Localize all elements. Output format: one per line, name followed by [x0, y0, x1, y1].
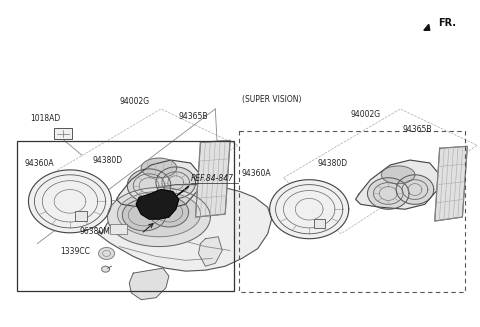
Text: 94380D: 94380D — [317, 159, 347, 168]
Text: 1018AD: 1018AD — [30, 114, 60, 123]
Text: 94360A: 94360A — [242, 169, 272, 178]
Polygon shape — [108, 188, 210, 247]
Text: REF.84-847: REF.84-847 — [191, 174, 234, 183]
Polygon shape — [156, 167, 195, 198]
Bar — [239, 131, 465, 292]
Polygon shape — [195, 140, 230, 217]
Text: 94002G: 94002G — [351, 110, 381, 119]
Polygon shape — [122, 199, 166, 231]
Polygon shape — [396, 175, 434, 204]
Polygon shape — [270, 180, 349, 239]
Polygon shape — [28, 170, 111, 233]
Text: FR.: FR. — [438, 18, 456, 27]
Text: (SUPER VISION): (SUPER VISION) — [242, 95, 301, 104]
Bar — [54, 128, 72, 139]
Text: 94360A: 94360A — [24, 159, 54, 168]
Bar — [17, 141, 234, 291]
Polygon shape — [97, 185, 272, 271]
Text: 94365B: 94365B — [402, 125, 432, 133]
Polygon shape — [199, 237, 222, 266]
Bar — [109, 224, 127, 234]
Polygon shape — [136, 190, 179, 219]
Polygon shape — [435, 146, 468, 221]
Text: 94002G: 94002G — [120, 97, 150, 106]
Bar — [75, 211, 87, 221]
Polygon shape — [141, 158, 177, 178]
Polygon shape — [117, 160, 201, 209]
Polygon shape — [127, 169, 171, 202]
Polygon shape — [149, 198, 189, 227]
Text: 94380D: 94380D — [93, 156, 123, 165]
Polygon shape — [118, 192, 201, 237]
Text: 94365B: 94365B — [179, 112, 208, 121]
Polygon shape — [368, 178, 409, 209]
Polygon shape — [381, 166, 415, 184]
Text: 1339CC: 1339CC — [60, 248, 90, 256]
Polygon shape — [99, 248, 114, 259]
Polygon shape — [424, 25, 430, 30]
Polygon shape — [102, 266, 109, 272]
Bar — [314, 219, 325, 228]
Text: 96380M: 96380M — [80, 227, 111, 236]
Polygon shape — [356, 160, 440, 209]
Polygon shape — [129, 268, 169, 300]
